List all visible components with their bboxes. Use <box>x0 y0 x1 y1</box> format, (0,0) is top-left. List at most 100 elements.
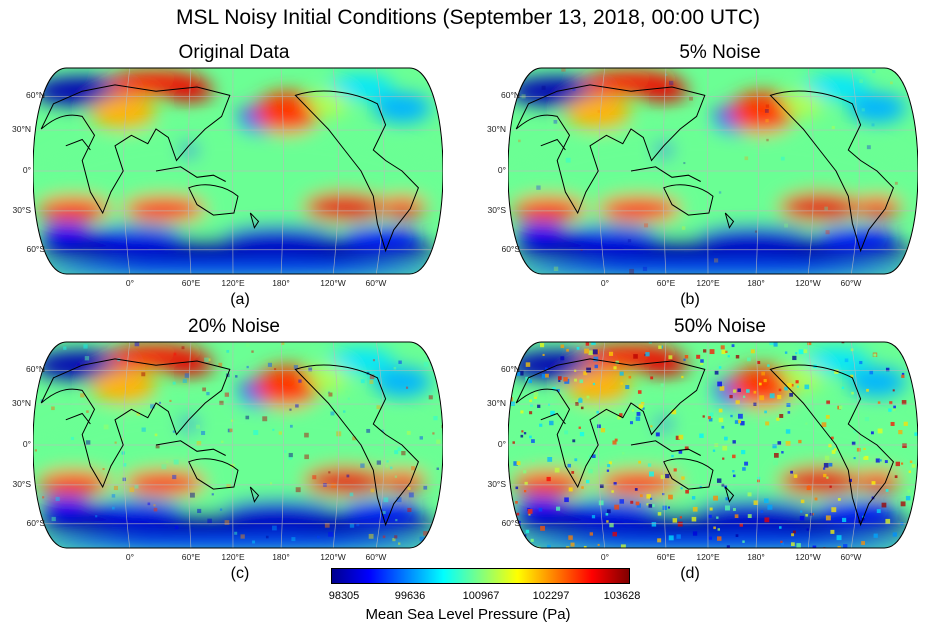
pressure-blob <box>41 223 91 245</box>
pressure-blob <box>561 225 660 251</box>
pressure-blob <box>729 91 795 134</box>
colorbar-label: Mean Sea Level Pressure (Pa) <box>365 606 571 623</box>
colorbar-tick: 100967 <box>462 590 500 602</box>
pressure-blob <box>37 196 111 222</box>
pressure-blob <box>377 196 427 218</box>
pressure-blob <box>373 367 431 397</box>
coastline <box>769 364 894 527</box>
pressure-blob <box>90 369 156 403</box>
pressure-blob <box>778 192 861 222</box>
map-panel-b <box>508 67 918 275</box>
colorbar <box>331 568 630 584</box>
pressure-blob <box>86 499 185 525</box>
pressure-blob <box>639 80 689 102</box>
lat-label: 30°N <box>12 398 31 409</box>
coastline <box>630 440 701 456</box>
lon-label: 60°E <box>656 278 676 288</box>
lat-label: 60°N <box>501 364 520 375</box>
pressure-field <box>508 342 918 548</box>
lon-label: 180° <box>747 552 765 562</box>
lat-label: 60°S <box>26 243 45 254</box>
colorbar-tick: 99636 <box>394 590 426 602</box>
coastline <box>769 90 894 253</box>
coastline <box>65 412 91 425</box>
pressure-blob <box>512 196 586 222</box>
map-panel-c <box>33 341 443 549</box>
pressure-blob <box>598 470 681 496</box>
lon-label: 180° <box>747 278 765 288</box>
lon-label: 60°W <box>365 278 387 288</box>
lon-label: 120°W <box>795 278 821 288</box>
pressure-blob <box>639 354 689 376</box>
lon-label: 0° <box>125 278 135 288</box>
pressure-blob <box>307 91 349 117</box>
pressure-field <box>33 68 443 274</box>
pressure-blob <box>852 470 902 492</box>
pressure-blob <box>86 225 185 251</box>
pressure-blob <box>655 417 672 431</box>
coastline <box>294 90 419 253</box>
colorbar-tick: 102297 <box>532 590 570 602</box>
map-panel-d <box>508 341 918 549</box>
coastline <box>40 84 231 215</box>
panel-letter-d: (d) <box>680 565 700 582</box>
pressure-blob <box>696 225 812 251</box>
coastline <box>515 84 706 215</box>
pressure-blob <box>782 91 824 117</box>
coastline <box>540 412 566 425</box>
pressure-blob <box>377 470 427 492</box>
coastline <box>188 458 239 490</box>
pressure-blob <box>164 80 214 102</box>
coastline <box>630 166 701 182</box>
lon-label: 60°E <box>181 278 201 288</box>
lat-label: 30°S <box>487 204 506 215</box>
pressure-blob <box>180 417 197 431</box>
lon-label: 0° <box>125 552 135 562</box>
coastline <box>724 212 735 229</box>
lon-label: 180° <box>272 552 290 562</box>
pressure-field <box>33 342 443 548</box>
lat-label: 60°S <box>501 517 520 528</box>
lat-label: 60°S <box>26 517 45 528</box>
lon-label: 120°E <box>696 552 720 562</box>
pressure-blob <box>307 365 349 391</box>
lon-label: 0° <box>600 278 610 288</box>
pressure-blob <box>41 497 91 519</box>
lat-label: 30°S <box>487 478 506 489</box>
lat-label: 60°N <box>501 90 520 101</box>
coastline <box>663 458 714 490</box>
figure-title: MSL Noisy Initial Conditions (September … <box>175 6 760 29</box>
lon-label: 0° <box>600 552 610 562</box>
coastline <box>155 440 226 456</box>
coastline <box>663 184 714 216</box>
pressure-blob <box>221 225 337 251</box>
coastline <box>540 138 566 151</box>
panel-title-d: 50% Noise <box>674 316 766 337</box>
colorbar-tick: 98305 <box>328 590 360 602</box>
pressure-blob <box>221 499 337 525</box>
pressure-blob <box>254 91 320 134</box>
map-panel-a <box>33 67 443 275</box>
coastline <box>724 486 735 503</box>
pressure-blob <box>565 369 631 403</box>
panel-title-c: 20% Noise <box>188 316 280 337</box>
panel-title-a: Original Data <box>178 42 290 63</box>
pressure-blob <box>123 196 206 222</box>
lon-label: 60°E <box>656 552 676 562</box>
lon-label: 60°W <box>840 552 862 562</box>
lon-label: 120°E <box>696 278 720 288</box>
coastline <box>188 184 239 216</box>
pressure-field <box>508 68 918 274</box>
panel-title-b: 5% Noise <box>679 42 761 63</box>
coastline <box>65 138 91 151</box>
lon-label: 60°W <box>365 552 387 562</box>
pressure-blob <box>778 466 861 496</box>
lat-label: 60°N <box>26 364 45 375</box>
lon-label: 120°E <box>221 552 245 562</box>
pressure-blob <box>180 143 197 157</box>
pressure-blob <box>848 93 906 123</box>
panel-letter-c: (c) <box>230 565 250 582</box>
lon-label: 180° <box>272 278 290 288</box>
lat-label: 30°S <box>12 204 31 215</box>
pressure-blob <box>254 365 320 408</box>
